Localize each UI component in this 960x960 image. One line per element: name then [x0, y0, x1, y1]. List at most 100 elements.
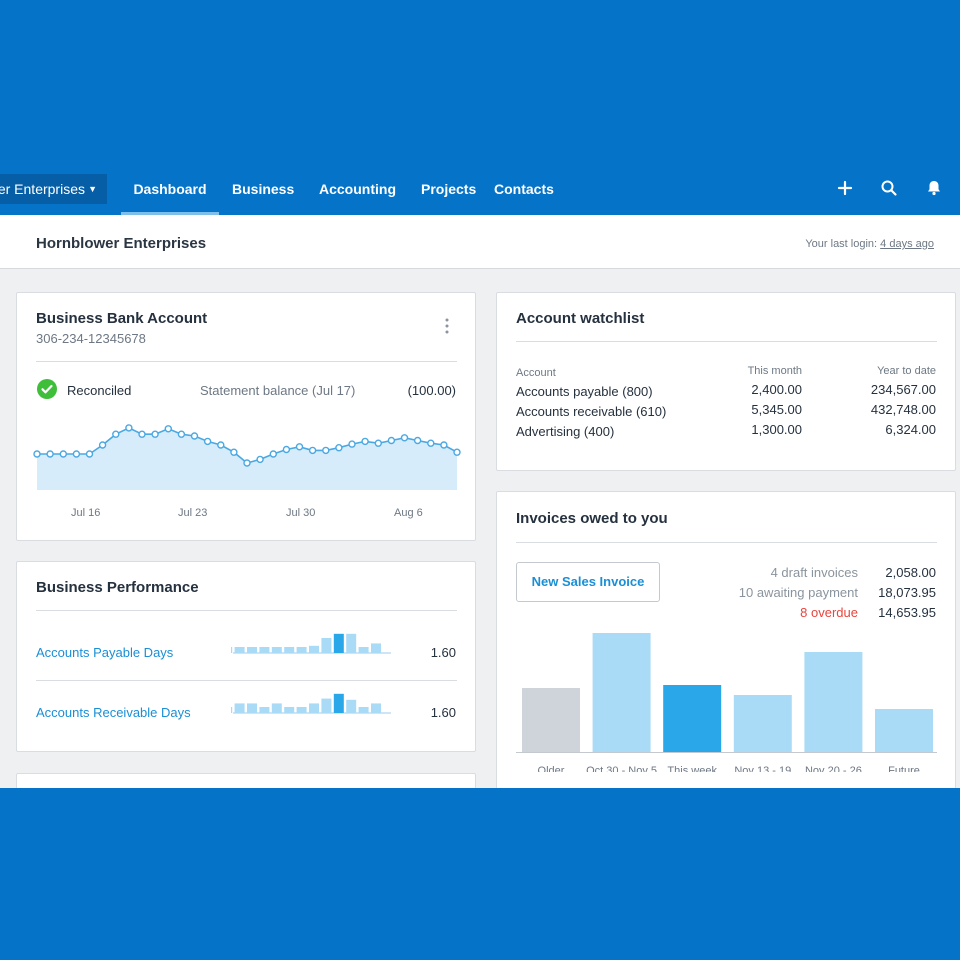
chart-point	[427, 439, 435, 447]
invoices-bar-chart: Older Oct 30 - Nov 5 This week Nov 13 - 19 N…	[516, 633, 937, 772]
watchlist-account[interactable]: Accounts receivable (610)	[516, 404, 667, 419]
watchlist-this-month: 2,400.00	[751, 382, 802, 397]
check-circle-icon	[37, 379, 57, 399]
awaiting-payment-value: 18,073.95	[878, 585, 936, 600]
draft-invoices-link[interactable]: 4 draft invoices	[770, 565, 858, 580]
chart-point	[190, 432, 199, 440]
watchlist-year-to-date: 432,748.00	[870, 402, 936, 417]
invoice-category-label: Nov 13 - 19	[734, 765, 791, 772]
new-sales-invoice-button[interactable]: New Sales Invoice	[516, 562, 660, 602]
sparkbar-bar	[234, 647, 245, 653]
invoices-owed-title[interactable]: Invoices owed to you	[516, 510, 668, 527]
sparkbar-bar	[333, 693, 344, 713]
plus-icon[interactable]	[833, 176, 857, 200]
accounts-payable-days-value: 1.60	[430, 645, 456, 660]
nav-accounting[interactable]: Accounting	[319, 181, 396, 197]
draft-invoices-value: 2,058.00	[885, 565, 936, 580]
last-login-link[interactable]: 4 days ago	[880, 238, 934, 250]
invoice-category-label: This week	[667, 765, 717, 772]
watchlist-year-to-date: 6,324.00	[885, 422, 936, 437]
chart-point	[295, 443, 304, 451]
sparkbar-bar	[321, 698, 332, 713]
accounts-payable-days-link[interactable]: Accounts Payable Days	[36, 645, 174, 660]
watchlist-divider	[516, 341, 937, 342]
invoice-bar	[733, 695, 792, 752]
sparkbar-bar	[247, 647, 257, 653]
top-navigation: wer Enterprises ▼ Dashboard Business Acc…	[0, 162, 960, 215]
bell-icon[interactable]	[922, 176, 946, 200]
organisation-header: Hornblower Enterprises Your last login: …	[0, 215, 960, 269]
accounts-receivable-days-value: 1.60	[430, 705, 456, 720]
chart-point	[112, 430, 120, 438]
business-performance-card: Business Performance Accounts Payable Da…	[16, 561, 476, 752]
chart-area	[37, 427, 457, 490]
chart-point	[335, 444, 343, 452]
invoice-category-label: Nov 20 - 26	[805, 765, 862, 772]
invoice-category-label: Future	[888, 765, 920, 772]
business-performance-title[interactable]: Business Performance	[36, 579, 199, 596]
chart-point	[361, 437, 369, 446]
sparkbar-bar	[296, 707, 307, 713]
bank-account-card: Business Bank Account 306-234-12345678 R…	[16, 292, 476, 541]
x-tick-label: Jul 16	[71, 507, 101, 519]
sparkbar-bar	[358, 707, 369, 713]
x-tick-label: Aug 6	[394, 507, 423, 519]
chart-point	[151, 430, 159, 438]
watchlist-this-month: 5,345.00	[751, 402, 802, 417]
chart-point	[125, 424, 133, 432]
bank-balance-chart	[33, 424, 461, 490]
search-icon[interactable]	[877, 176, 901, 200]
chart-point	[453, 448, 461, 456]
sparkbar-bar	[259, 707, 270, 713]
overdue-link[interactable]: 8 overdue	[800, 605, 858, 620]
nav-business[interactable]: Business	[232, 181, 295, 197]
watchlist-account[interactable]: Advertising (400)	[516, 424, 615, 439]
account-watchlist-card: Account watchlist Account This month Yea…	[496, 292, 956, 471]
organisation-name: Hornblower Enterprises	[36, 235, 207, 252]
chart-point	[243, 459, 251, 467]
column-header-this-month: This month	[747, 365, 802, 377]
bank-account-title[interactable]: Business Bank Account	[36, 310, 208, 327]
chart-point	[440, 441, 448, 449]
nav-contacts[interactable]: Contacts	[494, 181, 554, 197]
chevron-down-icon: ▼	[88, 184, 97, 194]
invoice-bar	[592, 633, 651, 752]
sparkbar-bar	[231, 647, 233, 653]
column-header-account: Account	[516, 367, 556, 379]
chart-point	[374, 439, 382, 447]
account-watchlist-title[interactable]: Account watchlist	[516, 310, 645, 327]
sparkbar-bar	[321, 638, 332, 653]
bank-divider	[36, 361, 457, 362]
accounts-receivable-days-link[interactable]: Accounts Receivable Days	[36, 705, 191, 720]
chart-point	[72, 450, 81, 458]
chart-point	[348, 440, 356, 448]
chart-point	[138, 430, 146, 438]
more-options-icon[interactable]	[443, 317, 451, 335]
sparkbar-bar	[371, 643, 381, 653]
chart-point	[230, 448, 238, 456]
awaiting-payment-link[interactable]: 10 awaiting payment	[738, 585, 858, 600]
invoices-divider	[516, 542, 937, 543]
chart-point	[85, 450, 94, 458]
invoice-category-label: Oct 30 - Nov 5	[586, 765, 657, 772]
org-switcher-button[interactable]: wer Enterprises ▼	[0, 174, 107, 204]
chart-point	[203, 437, 212, 446]
next-card	[16, 773, 476, 788]
sparkbar-bar	[231, 707, 233, 713]
chart-point	[282, 445, 291, 454]
sparkbar-bar	[371, 703, 381, 713]
watchlist-account[interactable]: Accounts payable (800)	[516, 384, 653, 399]
nav-dashboard[interactable]: Dashboard	[121, 162, 219, 215]
x-tick-label: Jul 23	[178, 507, 208, 519]
chart-point	[387, 436, 396, 445]
sparkbar-bar	[346, 699, 357, 713]
sparkbar-bar	[234, 703, 245, 713]
watchlist-year-to-date: 234,567.00	[870, 382, 936, 397]
sparkbar-bar	[333, 633, 344, 653]
chart-point	[46, 450, 54, 458]
invoice-bar	[804, 652, 863, 752]
nav-projects[interactable]: Projects	[421, 181, 477, 197]
watchlist-this-month: 1,300.00	[751, 422, 802, 437]
invoice-bar	[875, 709, 933, 752]
last-login: Your last login: 4 days ago	[805, 238, 934, 250]
